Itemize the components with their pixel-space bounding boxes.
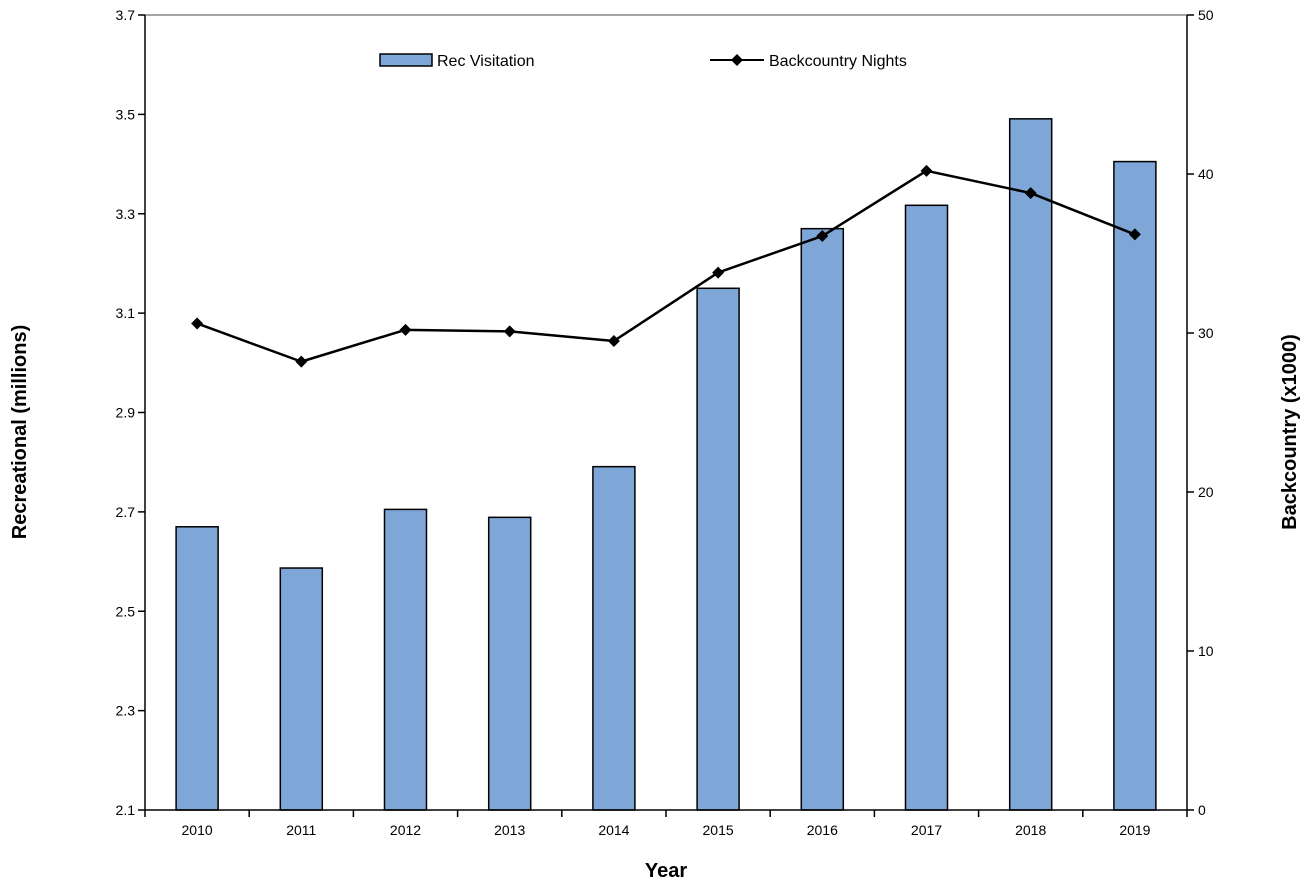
y2-tick-label: 0 [1198,802,1206,818]
x-axis-title: Year [645,860,687,882]
axes [138,14,1194,817]
legend-line-marker [731,54,743,66]
bar-2013 [487,516,532,811]
bar-series [175,118,1157,811]
legend-item-bar: Rec Visitation [379,53,535,70]
line-point-2010 [191,317,204,330]
bar-2014 [592,465,636,811]
y-tick-label: 3.7 [116,7,136,23]
y-tick-label: 3.3 [116,206,136,222]
bar-2017 [904,204,949,811]
line-point-2018 [1024,187,1037,200]
line-point-2019 [1128,228,1141,241]
line-point-2016 [816,230,829,243]
x-tick-label: 2018 [1015,822,1046,838]
bar-2015 [696,287,740,811]
legend: Rec Visitation Backcountry Nights [379,53,907,70]
tick-labels: 2.1 2.3 2.5 2.7 2.9 3.1 3.3 3.5 3.7 0 10 20 30 40 50 20… [116,7,1214,838]
x-tick-label: 2017 [911,822,942,838]
bar-2011 [279,567,324,811]
y2-tick-label: 40 [1198,166,1214,182]
x-tick-label: 2012 [390,822,421,838]
x-tick-label: 2015 [703,822,734,838]
x-tick-label: 2019 [1119,822,1150,838]
y-tick-label: 3.5 [116,106,136,122]
y-tick-label: 2.3 [116,703,136,719]
line-point-2017 [920,164,933,177]
y2-axis-title: Backcountry (x1000) [1279,334,1301,530]
legend-bar-swatch [379,53,433,67]
bar-2012 [383,508,428,811]
y-tick-label: 2.7 [116,504,136,520]
line-point-2014 [607,334,620,347]
y2-tick-label: 30 [1198,325,1214,341]
y-tick-label: 2.9 [116,405,136,421]
line-point-2013 [503,325,516,338]
bar-2019 [1113,160,1157,811]
y-tick-label: 3.1 [116,305,136,321]
line-series [191,164,1141,368]
bar-2016 [800,227,845,811]
legend-bar-label: Rec Visitation [437,53,535,70]
y2-tick-label: 20 [1198,484,1214,500]
y-tick-label: 2.1 [116,802,136,818]
y2-tick-label: 10 [1198,643,1214,659]
line-point-2012 [399,323,412,336]
line-point-2011 [295,355,308,368]
legend-line-label: Backcountry Nights [769,53,907,70]
x-tick-label: 2013 [494,822,525,838]
y-axis-title: Recreational (millions) [9,325,31,540]
y-tick-label: 2.5 [116,603,136,619]
bar-2018 [1008,118,1053,811]
x-tick-label: 2016 [807,822,838,838]
x-tick-label: 2010 [182,822,213,838]
x-tick-label: 2011 [286,822,316,838]
y2-tick-label: 50 [1198,7,1214,23]
line-point-2015 [712,266,725,279]
legend-item-line: Backcountry Nights [710,53,907,70]
backcountry-line [196,169,1136,363]
x-tick-label: 2014 [598,822,629,838]
bar-2010 [175,526,219,811]
